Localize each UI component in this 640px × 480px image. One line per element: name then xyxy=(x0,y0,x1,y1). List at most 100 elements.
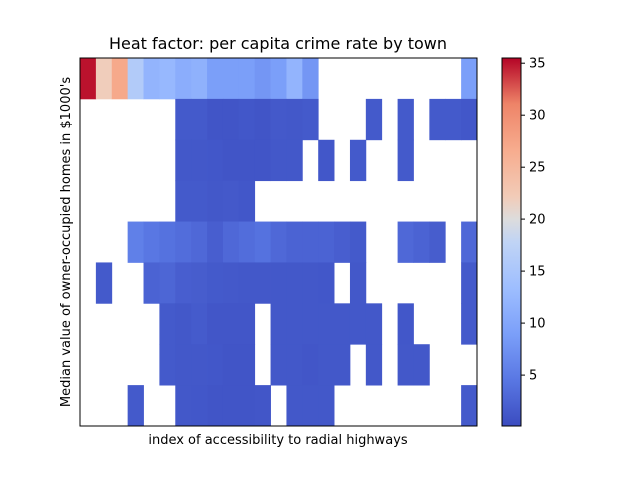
heatmap-cell xyxy=(461,221,478,263)
colorbar-tick-label: 20 xyxy=(529,213,546,228)
heatmap-cell xyxy=(95,262,113,304)
heatmap-cell xyxy=(222,303,240,345)
heatmap-cell xyxy=(334,303,351,345)
heatmap-cell xyxy=(222,98,240,141)
heatmap-cell xyxy=(286,221,303,263)
heatmap-cell xyxy=(286,58,303,100)
heatmap-cell xyxy=(429,98,446,141)
heatmap-cell xyxy=(159,303,176,345)
heatmap-cell xyxy=(207,58,224,100)
heatmap-cell xyxy=(191,221,208,263)
heatmap-cell xyxy=(286,385,303,427)
heatmap-cell xyxy=(207,98,224,141)
heatmap-cell xyxy=(143,262,160,304)
heatmap-cell xyxy=(302,262,319,304)
heatmap-cell xyxy=(461,303,478,345)
heatmap-cell xyxy=(397,303,414,345)
heatmap-cell xyxy=(254,262,271,304)
heatmap-cell xyxy=(175,344,192,386)
heatmap-cell xyxy=(111,58,129,100)
colorbar-tick-label: 25 xyxy=(529,161,546,176)
heatmap-cell xyxy=(207,344,224,386)
heatmap-cell xyxy=(349,139,367,182)
heatmap-cell xyxy=(238,344,256,386)
heatmap-cell xyxy=(270,58,287,100)
heatmap-cell xyxy=(286,344,303,386)
heatmap-cell xyxy=(222,139,240,182)
heatmap-cell xyxy=(238,139,256,182)
colorbar-tick-label: 15 xyxy=(529,265,546,280)
colorbar-tick-label: 30 xyxy=(529,109,546,124)
x-axis-label: index of accessibility to radial highway… xyxy=(148,433,407,448)
heatmap-cell xyxy=(191,344,208,386)
heatmap-cell xyxy=(334,344,351,386)
heatmap-cell xyxy=(397,139,414,182)
heatmap-cell xyxy=(318,139,335,182)
heatmap-cell xyxy=(207,221,224,263)
heatmap-cell xyxy=(413,344,430,386)
heatmap-cell xyxy=(397,344,414,386)
heatmap-cell xyxy=(222,262,240,304)
heatmap-cell xyxy=(286,262,303,304)
heatmap-cell xyxy=(461,98,478,141)
colorbar-tick-label: 10 xyxy=(529,317,546,332)
heatmap-cell xyxy=(270,262,287,304)
heatmap-cell xyxy=(175,180,192,222)
heatmap-cell xyxy=(302,98,319,141)
heatmap-cell xyxy=(191,58,208,100)
heatmap-cell xyxy=(191,262,208,304)
heatmap-cell xyxy=(270,139,287,182)
heatmap-cell xyxy=(207,180,224,222)
heatmap-cell xyxy=(254,58,271,100)
heatmap-cell xyxy=(175,58,192,100)
heatmap-cell xyxy=(159,221,176,263)
heatmap-cell xyxy=(461,385,478,427)
heatmap-cell xyxy=(207,385,224,427)
heatmap-cell xyxy=(159,262,176,304)
heatmap-cell xyxy=(238,180,256,222)
y-axis-label: Median value of owner-occupied homes in … xyxy=(59,77,74,407)
heatmap-cell xyxy=(207,139,224,182)
heatmap-cell xyxy=(318,221,335,263)
heatmap-cell xyxy=(80,58,97,100)
colorbar-tick-label: 5 xyxy=(529,369,537,384)
heatmap-cell xyxy=(429,221,446,263)
heatmap-cell xyxy=(191,385,208,427)
heatmap-cell xyxy=(318,262,335,304)
heatmap-cell xyxy=(175,98,192,141)
heatmap-cell xyxy=(207,303,224,345)
heatmap-cell xyxy=(365,303,383,345)
heatmap-cell xyxy=(238,262,256,304)
plot-frame xyxy=(79,57,478,427)
heatmap-cell xyxy=(461,58,478,100)
heatmap-cell xyxy=(238,385,256,427)
heatmap-cell xyxy=(302,221,319,263)
heatmap-cell xyxy=(365,344,383,386)
colorbar-tick-label: 35 xyxy=(529,57,546,72)
heatmap-cells xyxy=(80,58,478,427)
heatmap-cell xyxy=(238,221,256,263)
heatmap-cell xyxy=(207,262,224,304)
heatmap-cell xyxy=(302,303,319,345)
heatmap-cell xyxy=(302,385,319,427)
heatmap-cell xyxy=(461,262,478,304)
heatmap-cell xyxy=(445,98,462,141)
heatmap-cell xyxy=(334,221,351,263)
heatmap-cell xyxy=(222,221,240,263)
colorbar-ticks: 5 10 15 20 25 30 35 xyxy=(521,57,546,384)
heatmap-cell xyxy=(191,98,208,141)
heatmap-cell xyxy=(270,303,287,345)
heatmap-cell xyxy=(191,180,208,222)
heatmap-cell xyxy=(302,58,319,100)
heatmap-cell xyxy=(127,58,144,100)
heatmap-cell xyxy=(238,98,256,141)
heatmap-cell xyxy=(159,344,176,386)
heatmap-cell xyxy=(191,303,208,345)
heatmap-cell xyxy=(397,221,414,263)
chart-title: Heat factor: per capita crime rate by to… xyxy=(109,34,447,53)
heatmap-cell xyxy=(270,221,287,263)
heatmap-cell xyxy=(318,303,335,345)
heatmap-cell xyxy=(286,139,303,182)
heatmap-cell xyxy=(254,139,271,182)
